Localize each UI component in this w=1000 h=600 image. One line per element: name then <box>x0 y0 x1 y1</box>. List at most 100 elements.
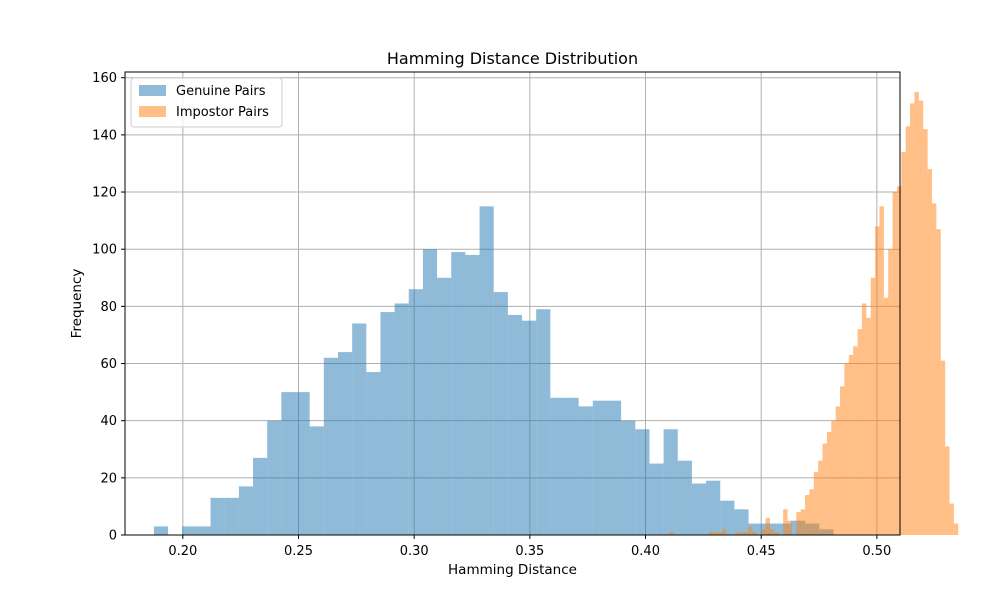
histogram-bar <box>914 92 919 536</box>
x-tick-label: 0.40 <box>631 544 660 559</box>
histogram-bar <box>835 406 841 535</box>
histogram-bar <box>787 520 792 535</box>
histogram-bar <box>493 292 508 535</box>
histogram-bar <box>734 509 749 535</box>
x-tick-label: 0.35 <box>515 544 544 559</box>
histogram-bar <box>669 532 674 535</box>
series-impostor-pairs <box>669 92 959 536</box>
histogram-bar <box>507 314 523 535</box>
histogram-bar <box>848 354 854 535</box>
histogram-bar <box>721 529 727 535</box>
y-tick-label: 0 <box>109 529 117 544</box>
histogram-bar <box>831 420 836 535</box>
x-axis-title: Hamming Distance <box>448 562 577 578</box>
histogram-bar <box>844 363 849 535</box>
x-tick-label: 0.30 <box>400 544 429 559</box>
histogram-bar <box>748 526 753 535</box>
histogram-bars <box>153 92 959 536</box>
histogram-bar <box>735 532 740 535</box>
histogram-bar <box>323 357 338 535</box>
histogram-bar <box>253 457 268 535</box>
histogram-bar <box>465 254 480 535</box>
y-axis-title: Frequency <box>69 269 85 339</box>
histogram-bar <box>892 192 897 535</box>
x-tick-label: 0.20 <box>168 544 197 559</box>
histogram-bar <box>578 406 593 535</box>
histogram-bar <box>706 480 721 535</box>
histogram-bar <box>910 103 915 536</box>
x-tick-label: 0.50 <box>862 544 891 559</box>
y-tick-label: 140 <box>92 128 117 143</box>
histogram-bar <box>949 503 954 535</box>
histogram-bar <box>713 532 718 535</box>
series-genuine-pairs <box>153 206 834 536</box>
x-tick-label: 0.45 <box>747 544 776 559</box>
histogram-bar <box>809 489 814 535</box>
histogram-bar <box>826 432 832 535</box>
histogram-bar <box>783 509 788 535</box>
histogram-bar <box>870 277 876 535</box>
histogram-bar <box>337 352 353 535</box>
histogram-bar <box>196 526 211 535</box>
histogram-bar <box>437 277 452 535</box>
histogram-bar <box>635 429 650 535</box>
histogram-bar <box>281 392 296 535</box>
y-tick-label: 80 <box>100 300 117 315</box>
histogram-bar <box>923 129 928 535</box>
histogram-bar <box>522 320 537 535</box>
histogram-bar <box>866 317 871 535</box>
y-tick-label: 60 <box>100 357 117 372</box>
legend-box <box>130 77 283 128</box>
legend: Genuine Pairs Impostor Pairs <box>130 77 283 128</box>
histogram-bar <box>796 512 801 535</box>
histogram-bar <box>931 203 937 536</box>
axis-ticks: 0.20 0.25 0.30 0.35 0.40 0.45 0.50 0 20 40 60 80 100… <box>92 71 891 559</box>
y-tick-label: 120 <box>92 186 117 201</box>
histogram-bar <box>765 517 771 535</box>
histogram-bar <box>352 323 367 535</box>
histogram-bar <box>564 397 579 535</box>
y-tick-label: 20 <box>100 471 117 486</box>
histogram-bar <box>210 497 225 535</box>
histogram-bar <box>752 532 757 535</box>
histogram-bar <box>818 460 823 535</box>
histogram-bar <box>774 532 779 535</box>
histogram-bar <box>295 392 310 535</box>
histogram-bar <box>861 303 867 535</box>
histogram-bar <box>394 303 409 535</box>
histogram-bar <box>606 400 622 535</box>
histogram-bar <box>896 186 902 535</box>
histogram-bar <box>309 426 324 535</box>
histogram-bar <box>366 372 381 535</box>
histogram-bar <box>927 169 932 535</box>
histogram-bar <box>479 206 494 536</box>
y-tick-label: 40 <box>100 414 117 429</box>
histogram-bar <box>875 226 880 536</box>
histogram-bar <box>536 309 551 535</box>
histogram-bar <box>853 346 858 535</box>
histogram-bar <box>748 523 763 535</box>
x-tick-label: 0.25 <box>284 544 313 559</box>
histogram-bar <box>708 532 714 535</box>
histogram-bar <box>888 249 893 536</box>
histogram-bar <box>857 329 862 535</box>
histogram-bar <box>691 483 707 535</box>
histogram-bar <box>901 152 906 535</box>
legend-label-impostor: Impostor Pairs <box>176 105 269 120</box>
histogram-bar <box>649 463 664 535</box>
histogram-bar <box>822 443 827 535</box>
histogram-bar <box>905 126 911 536</box>
histogram-bar <box>813 472 819 535</box>
histogram-bar <box>918 100 924 535</box>
histogram-bar <box>945 446 950 535</box>
histogram-bar <box>953 523 959 535</box>
legend-swatch-genuine <box>139 85 166 96</box>
histogram-bar <box>840 386 845 535</box>
histogram-bar <box>940 360 946 535</box>
legend-label-genuine: Genuine Pairs <box>176 84 266 99</box>
histogram-bar <box>238 486 254 535</box>
histogram-bar <box>739 532 744 535</box>
histogram-bar <box>267 420 282 535</box>
plot-frame <box>124 71 901 536</box>
